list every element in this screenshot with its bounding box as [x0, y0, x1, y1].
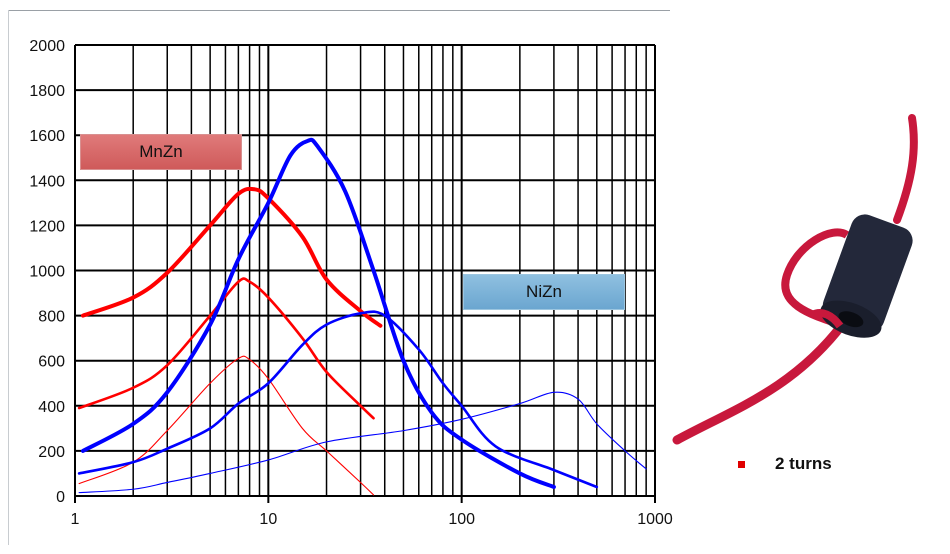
x-tick-label: 10 — [259, 511, 277, 528]
y-tick-label: 1600 — [29, 128, 65, 145]
series-line-3 — [78, 355, 375, 496]
y-tick-label: 2000 — [29, 38, 65, 55]
y-tick-label: 800 — [38, 309, 65, 326]
series-line-1 — [81, 186, 383, 328]
y-tick-label: 1800 — [29, 83, 65, 100]
y-tick-label: 1000 — [29, 264, 65, 281]
nizn-label: NiZn — [463, 274, 625, 310]
x-tick-label: 100 — [448, 511, 475, 528]
x-tick-label: 1000 — [637, 511, 673, 528]
permeability-chart: 0 200 400 600 800 1000 1200 1400 1600 1800 2000 1 10… — [29, 38, 673, 528]
series-line-5 — [77, 310, 599, 489]
caption-text: 2 turns — [775, 454, 832, 473]
bullet-icon — [738, 460, 745, 468]
frame-top-border — [8, 10, 670, 11]
series-line-2 — [77, 277, 375, 420]
series-line-4 — [81, 137, 556, 489]
y-tick-label: 1200 — [29, 218, 65, 235]
ferrite-core-photo — [672, 114, 918, 445]
frame-left-border — [8, 10, 9, 545]
y-tick-label: 200 — [38, 444, 65, 461]
y-tick-label: 1400 — [29, 173, 65, 190]
y-tick-label: 400 — [38, 399, 65, 416]
caption-bullet-item: 2 turns — [738, 454, 832, 474]
y-tick-label: 600 — [38, 354, 65, 371]
series-line-6 — [78, 391, 647, 494]
mnzn-label: MnZn — [80, 134, 242, 170]
x-tick-label: 1 — [71, 511, 80, 528]
y-tick-label: 0 — [56, 489, 65, 506]
